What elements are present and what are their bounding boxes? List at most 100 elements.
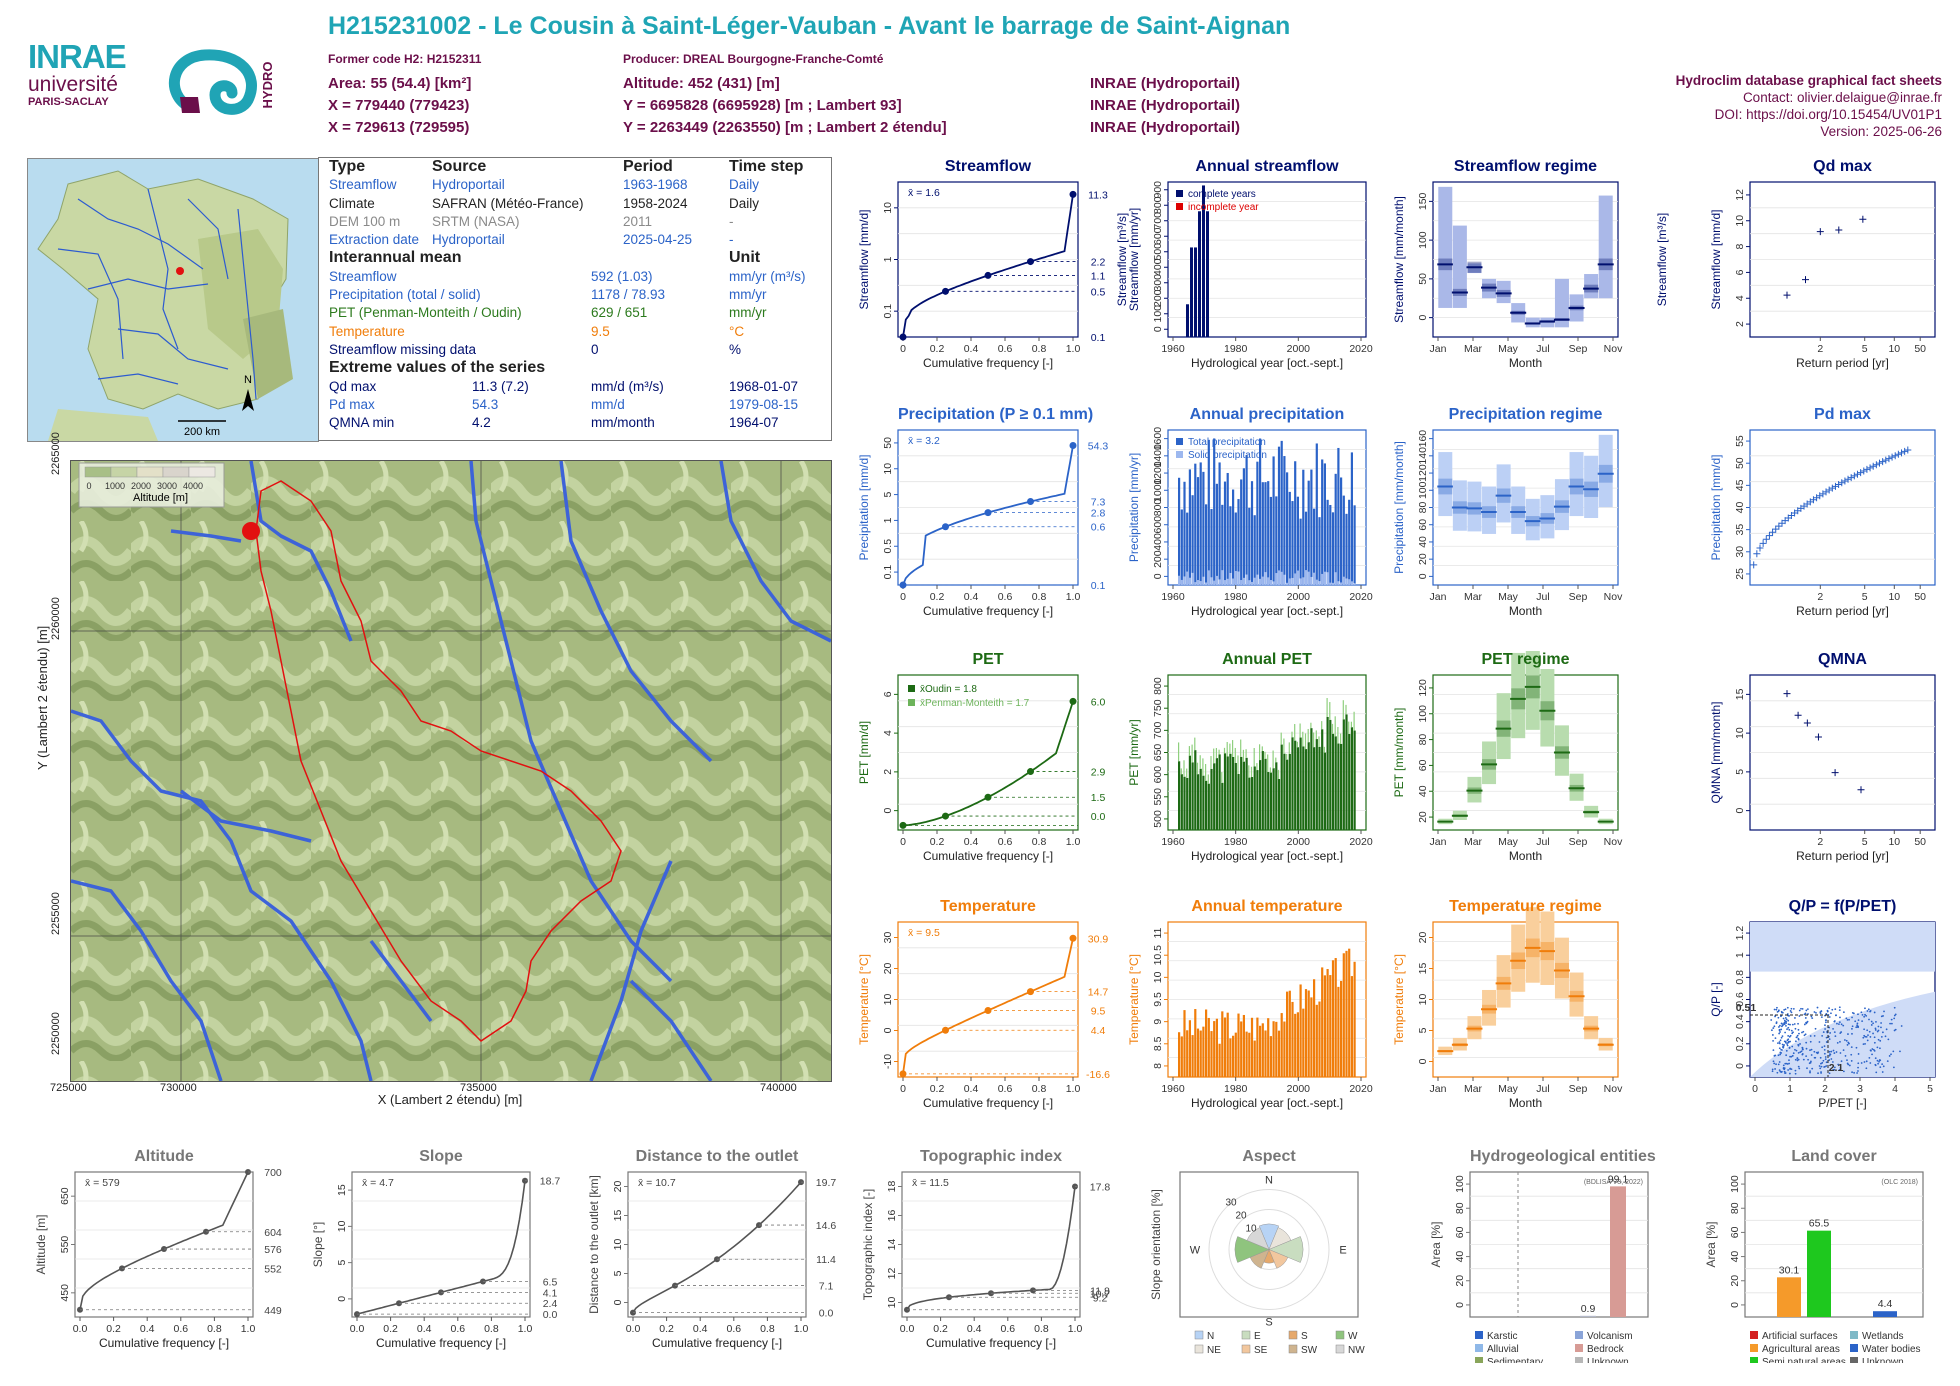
scatter-point [1825, 1036, 1828, 1039]
annual-bar [1194, 463, 1197, 585]
scatter-point [1851, 1012, 1854, 1014]
annual-bar [1256, 461, 1259, 585]
scatter-point [1789, 1034, 1792, 1037]
scatter-point [1877, 1062, 1880, 1065]
scatter-point [1839, 1066, 1842, 1069]
annual-bar [1313, 979, 1316, 1077]
scatter-point [1838, 1023, 1840, 1026]
annual-bar [1323, 752, 1326, 830]
doi[interactable]: DOI: https://doi.org/10.15454/UV01P1 [1714, 107, 1942, 122]
contact[interactable]: Contact: olivier.delaigue@inrae.fr [1742, 90, 1942, 105]
x-tick-label: 1.0 [1066, 1083, 1081, 1095]
annual-bar [1242, 1014, 1245, 1077]
annual-bar-solid [1272, 581, 1275, 585]
scatter-point [1772, 1027, 1775, 1029]
scatter-point [1794, 1072, 1797, 1075]
quantile-label: 552 [264, 1263, 282, 1275]
y-tick-label: -10 [882, 1054, 894, 1069]
scatter-point [1801, 1048, 1804, 1050]
annual-bar [1331, 960, 1335, 1077]
annual-bar [1269, 496, 1272, 585]
y-tick-label: 0.6 [1734, 992, 1746, 1007]
y-axis-label: Altitude [m] [34, 1214, 48, 1274]
qmna-title: QMNA [1818, 651, 1867, 668]
scatter-point [1824, 1028, 1827, 1030]
basin-outline [255, 480, 622, 1042]
x-tick-label: Jul [1536, 1083, 1549, 1095]
annual-bar-pm [1291, 731, 1293, 738]
annual-bar [1288, 990, 1291, 1077]
scatter-point [1857, 1066, 1859, 1069]
scatter-point [1869, 1036, 1872, 1038]
scatter-point [1880, 1026, 1882, 1029]
regime-box [1482, 989, 1497, 1026]
annual-bar [1256, 770, 1259, 830]
ring-label: 30 [1225, 1198, 1237, 1209]
x-axis-label: Cumulative frequency [-] [99, 1336, 229, 1350]
annual-bar-pm [1178, 742, 1180, 762]
source-3: INRAE (Hydroportail) [1090, 119, 1240, 136]
scatter-point [1825, 1019, 1827, 1022]
y-tick-label: 0 [1152, 326, 1164, 332]
legend-swatch [908, 699, 915, 706]
scatter-point [1784, 1041, 1787, 1044]
y-axis-label: Precipitation [mm/d] [857, 454, 871, 560]
col-period: Period [623, 158, 673, 175]
quantile-label: 0.5 [1091, 286, 1106, 298]
hydro-wordmark: HYDRO [260, 62, 275, 109]
y-tick-label: 55 [1734, 435, 1746, 447]
scatter-point [1851, 1016, 1853, 1019]
legend-swatch [1850, 1331, 1858, 1339]
scatter-point [1798, 1015, 1801, 1017]
annual-bar [1210, 509, 1213, 585]
annual-bar [1329, 719, 1332, 830]
scatter-point [1842, 1024, 1845, 1027]
legend-label: Wetlands [1862, 1331, 1904, 1342]
annual-bar-pm [1280, 732, 1282, 745]
y-tick-label: 650 [1152, 744, 1164, 762]
scatter-point [1789, 1040, 1792, 1043]
y-tick-label: 6 [1734, 269, 1746, 275]
annual-bar [1226, 756, 1229, 830]
scatter-point [1791, 1045, 1794, 1048]
scatter-point [1794, 1040, 1797, 1043]
y2-axis-label: Streamflow [m³/s] [1655, 213, 1669, 306]
annual-bar [1353, 961, 1356, 1077]
annual-bar [1229, 1038, 1232, 1077]
y-axis-label: Area [%] [1704, 1221, 1718, 1267]
scatter-point [1893, 1006, 1896, 1009]
data-point [1857, 786, 1865, 794]
pet_regime-panel: Jan Mar May Jul Sep Nov 20 40 60 80 100 120 Month PET… [1373, 636, 1678, 876]
scatter-point [1840, 1060, 1843, 1063]
annual-bar-solid [1286, 582, 1289, 585]
pet-title: PET [972, 651, 1004, 668]
annotation-label: 0.51 [1736, 1002, 1757, 1014]
scatter-point [1821, 1061, 1824, 1064]
x-tick-label: 1.0 [1066, 836, 1081, 848]
x-tick-label: 2020 [1349, 836, 1373, 848]
x-tick-label: 0.2 [659, 1323, 674, 1335]
legend-label: Agricultural areas [1762, 1344, 1840, 1355]
annual-bar [1223, 753, 1227, 830]
annual-bar-solid [1264, 572, 1267, 585]
scatter-point [1828, 1026, 1831, 1029]
scatter-point [1778, 1009, 1780, 1012]
table-row: Streamflow Hydroportail 1963-1968 Daily [329, 177, 760, 193]
annual-bar [1194, 1009, 1197, 1077]
y-tick-label: 20 [612, 1181, 624, 1193]
annual-bar [1331, 512, 1335, 585]
annual-bar-solid [1188, 577, 1191, 585]
annual-bar [1259, 438, 1262, 585]
annual-bar-pm [1207, 774, 1209, 784]
data-point [1835, 481, 1843, 489]
y-axis-label: Precipitation [mm/d] [1709, 454, 1723, 560]
annual-bar [1180, 509, 1183, 585]
x-tick-label: 0.2 [930, 836, 945, 848]
scatter-point [1786, 1063, 1789, 1065]
scatter-point [1886, 1060, 1889, 1063]
annual-bar [1180, 774, 1183, 830]
regime-box [1554, 479, 1569, 531]
x-tick-label: 1980 [1224, 836, 1248, 848]
quantile-label: 0.0 [819, 1308, 834, 1320]
